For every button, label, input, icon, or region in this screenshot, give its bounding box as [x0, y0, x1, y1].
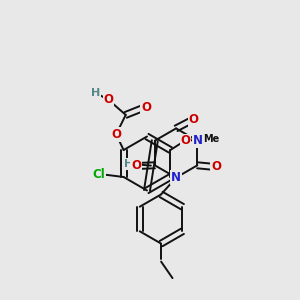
Text: H: H — [91, 88, 100, 98]
Text: Cl: Cl — [93, 168, 105, 181]
Text: O: O — [211, 160, 221, 173]
Text: H: H — [206, 137, 214, 147]
Text: O: O — [141, 101, 151, 114]
Text: H: H — [124, 159, 133, 169]
Text: O: O — [180, 134, 190, 148]
Text: N: N — [171, 171, 181, 184]
Text: O: O — [131, 159, 141, 172]
Text: O: O — [188, 113, 199, 126]
Text: Me: Me — [203, 134, 220, 145]
Text: O: O — [111, 128, 121, 141]
Text: N: N — [192, 134, 203, 147]
Text: O: O — [103, 93, 113, 106]
